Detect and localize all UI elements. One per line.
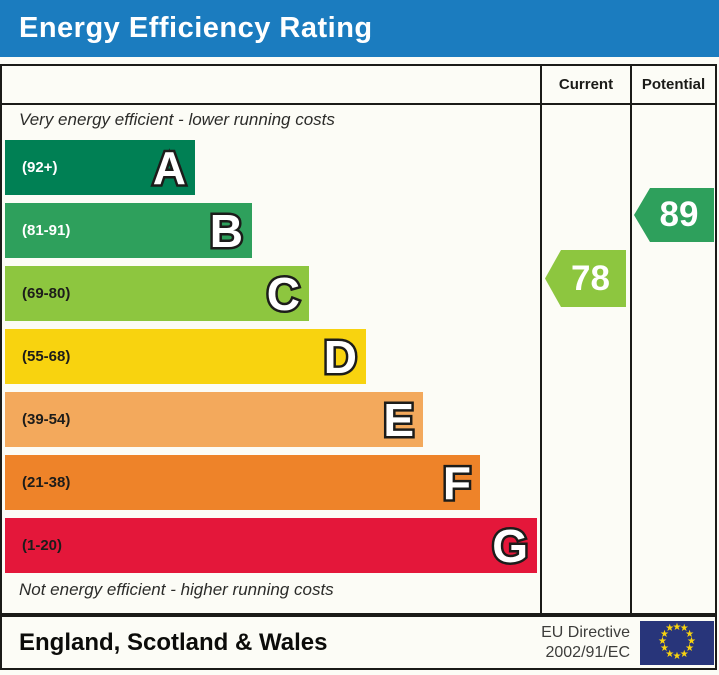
eu-flag-icon: ★ ★ ★ ★ ★ ★ ★ ★ ★ ★ ★ ★ [640, 620, 714, 665]
title-bar: Energy Efficiency Rating [0, 0, 719, 57]
current-column-header: Current [558, 76, 614, 93]
top-note: Very energy efficient - lower running co… [19, 110, 335, 129]
eu-directive-label: EU Directive 2002/91/EC [541, 623, 630, 663]
eu-star-icon: ★ [658, 636, 667, 647]
band-range-label: (39-54) [22, 411, 71, 428]
eu-star-icon: ★ [685, 643, 695, 655]
page-title: Energy Efficiency Rating [19, 12, 373, 44]
eu-star-icon: ★ [672, 650, 682, 662]
rating-table: Current Potential Very energy efficient … [0, 64, 717, 615]
eu-star-icon: ★ [685, 628, 695, 640]
eu-star-icon: ★ [665, 623, 675, 635]
eu-star-icon: ★ [672, 621, 682, 633]
band-range-label: (69-80) [22, 285, 71, 302]
eu-star-icon: ★ [679, 648, 689, 660]
eu-star-icon: ★ [679, 623, 689, 635]
eu-star-icon: ★ [659, 628, 669, 640]
eu-star-icon: ★ [687, 636, 696, 647]
header-divider [2, 103, 715, 105]
potential-column-header: Potential [641, 76, 706, 93]
footer-bar: England, Scotland & Wales EU Directive 2… [0, 615, 717, 670]
eu-star-icon: ★ [665, 648, 675, 660]
current-rating-badge: 78 [545, 250, 626, 307]
potential-rating-badge: 89 [634, 188, 714, 242]
column-divider [540, 66, 542, 613]
eu-star-icon: ★ [659, 643, 669, 655]
band-range-label: (55-68) [22, 348, 71, 365]
bottom-note: Not energy efficient - higher running co… [19, 580, 334, 599]
band-range-label: (92+) [22, 159, 58, 176]
eu-directive-line2: 2002/91/EC [545, 643, 630, 661]
region-label: England, Scotland & Wales [19, 628, 328, 656]
eu-directive-line1: EU Directive [541, 623, 630, 641]
band-range-label: (21-38) [22, 474, 71, 491]
band-range-label: (81-91) [22, 222, 71, 239]
band-range-label: (1-20) [22, 537, 63, 554]
column-divider [630, 66, 632, 613]
